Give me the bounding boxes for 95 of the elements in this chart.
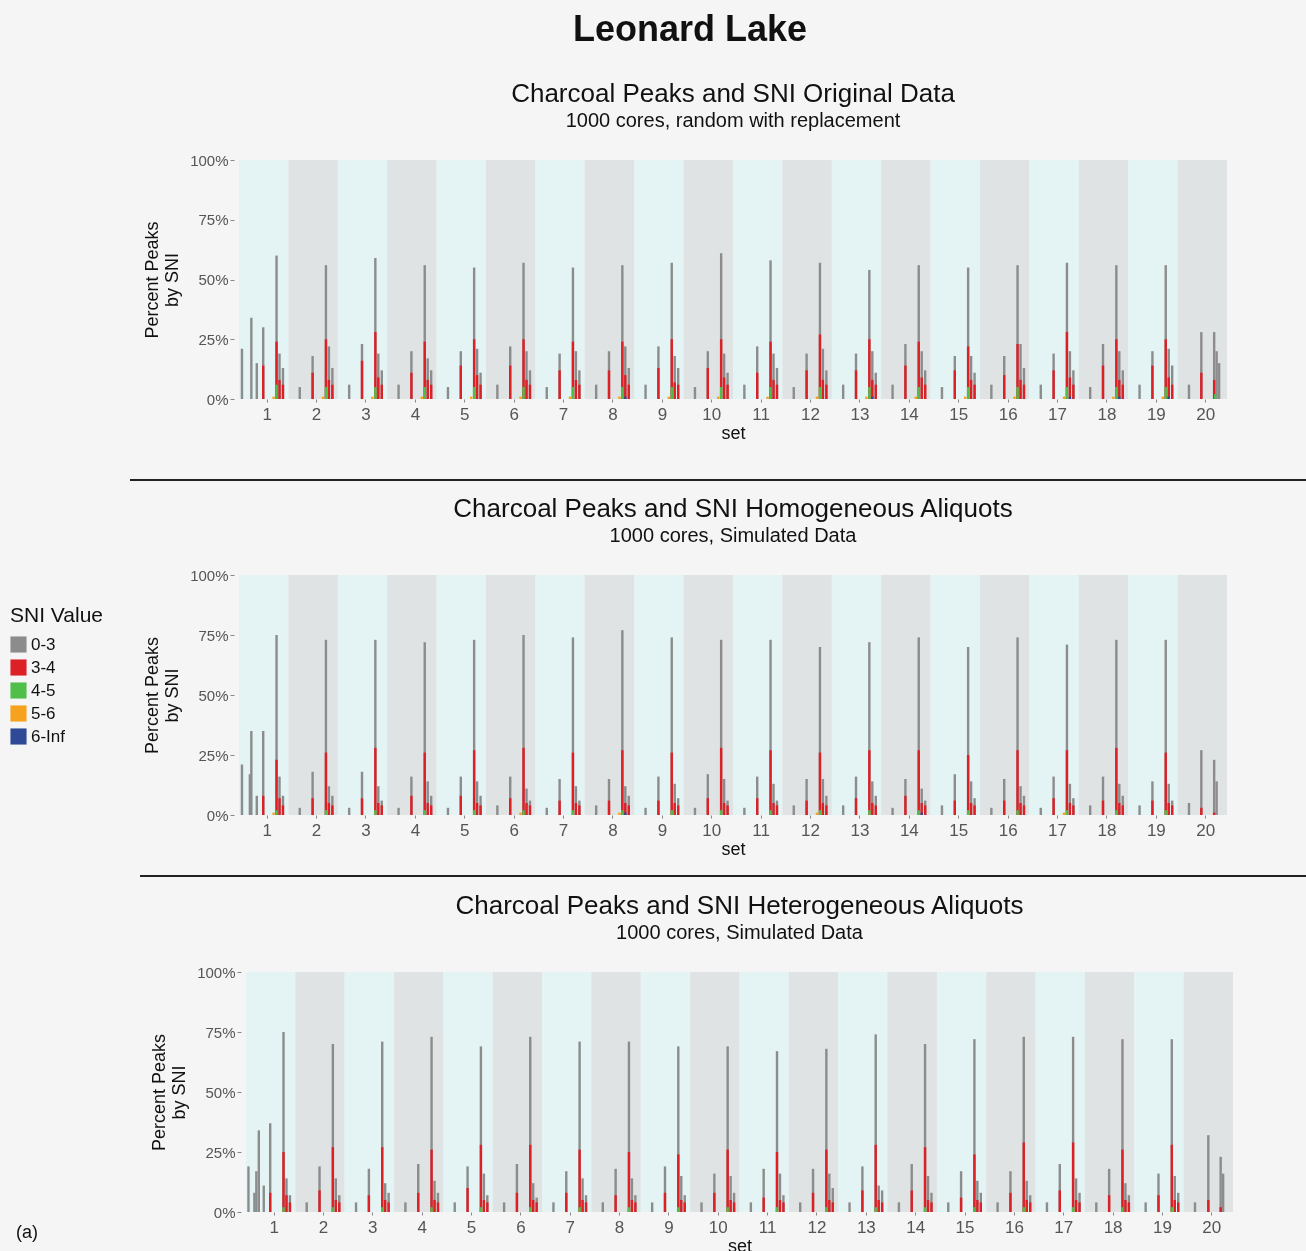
x-tick-label: 1 <box>269 1217 279 1237</box>
x-tick-label: 10 <box>702 820 722 840</box>
chart-title: Charcoal Peaks and SNI Original Data <box>511 78 956 108</box>
x-tick-label: 8 <box>608 404 618 424</box>
y-tick-label: 100% <box>197 963 236 981</box>
legend-label: 4-5 <box>31 680 56 700</box>
legend-label: 0-3 <box>31 634 56 654</box>
chart-title: Charcoal Peaks and SNI Homogeneous Aliquots <box>453 493 1013 523</box>
x-tick-label: 2 <box>311 820 322 840</box>
chart-subtitle: 1000 cores, Simulated Data <box>616 921 864 943</box>
y-tick-label: 50% <box>198 271 229 288</box>
x-tick-label: 14 <box>899 820 919 840</box>
y-axis-title: Percent Peaks by SNI <box>142 221 183 339</box>
y-tick-label: 25% <box>205 1143 236 1161</box>
y-tick-label: 25% <box>198 746 229 764</box>
x-tick-label: 3 <box>361 404 371 424</box>
y-tick-label: 75% <box>198 626 229 644</box>
x-tick-label: 6 <box>509 820 519 840</box>
x-tick-label: 11 <box>758 1217 777 1237</box>
x-tick-label: 11 <box>752 820 770 840</box>
x-tick-label: 20 <box>1196 404 1216 424</box>
x-tick-label: 8 <box>608 820 618 840</box>
x-tick-label: 13 <box>856 1217 876 1237</box>
x-tick-label: 15 <box>949 404 969 424</box>
x-tick-label: 7 <box>558 820 569 840</box>
x-tick-label: 17 <box>1054 1217 1074 1237</box>
y-tick-label: 50% <box>198 686 229 704</box>
x-tick-label: 2 <box>311 404 322 424</box>
x-tick-label: 11 <box>752 404 770 424</box>
y-tick-label: 100% <box>190 151 229 169</box>
x-tick-label: 4 <box>417 1217 427 1237</box>
x-tick-label: 5 <box>466 1217 477 1237</box>
x-tick-label: 18 <box>1097 820 1117 840</box>
legend-label: 5-6 <box>31 703 56 723</box>
x-tick-label: 5 <box>460 820 470 840</box>
x-tick-label: 7 <box>558 404 569 424</box>
x-tick-label: 15 <box>955 1217 975 1237</box>
y-tick-label: 0% <box>213 1203 236 1221</box>
x-tick-label: 3 <box>361 820 371 840</box>
legend-label: 6-Inf <box>31 726 66 746</box>
x-tick-label: 20 <box>1196 820 1216 840</box>
x-tick-label: 4 <box>410 820 421 840</box>
x-tick-label: 1 <box>262 404 272 424</box>
chart-subtitle: 1000 cores, random with replacement <box>565 109 901 131</box>
y-tick-label: 75% <box>205 1023 236 1041</box>
x-tick-label: 3 <box>368 1217 378 1237</box>
y-tick-label: 75% <box>198 211 229 229</box>
x-axis-title: set <box>727 1235 753 1251</box>
x-tick-label: 1 <box>262 820 272 840</box>
x-tick-label: 17 <box>1048 404 1068 424</box>
x-tick-label: 10 <box>708 1217 728 1237</box>
x-tick-label: 9 <box>657 820 668 840</box>
x-tick-label: 13 <box>850 404 870 424</box>
chart-title: Charcoal Peaks and SNI Heterogeneous Aliquots <box>455 890 1024 920</box>
x-tick-label: 12 <box>807 1217 827 1237</box>
x-tick-label: 17 <box>1048 820 1068 840</box>
x-tick-label: 16 <box>998 820 1018 840</box>
x-tick-label: 9 <box>657 404 668 424</box>
x-tick-label: 18 <box>1097 404 1117 424</box>
y-tick-label: 0% <box>206 806 229 824</box>
legend-title: SNI Value <box>10 603 103 626</box>
x-tick-label: 19 <box>1146 404 1166 424</box>
y-tick-label: 50% <box>205 1083 236 1101</box>
x-tick-label: 16 <box>998 404 1018 424</box>
x-tick-label: 10 <box>702 404 722 424</box>
x-tick-label: 6 <box>509 404 519 424</box>
x-tick-label: 14 <box>899 404 919 424</box>
x-tick-label: 15 <box>949 820 969 840</box>
x-tick-label: 6 <box>516 1217 526 1237</box>
text: Leonard Lake <box>572 8 808 50</box>
x-tick-label: 19 <box>1146 820 1166 840</box>
x-tick-label: 7 <box>565 1217 575 1237</box>
x-tick-label: 16 <box>1004 1217 1024 1237</box>
x-tick-label: 4 <box>410 404 421 424</box>
y-axis-title: Percent Peaks by SNI <box>149 1033 190 1152</box>
x-tick-label: 19 <box>1152 1217 1172 1237</box>
x-tick-label: 13 <box>850 820 870 840</box>
x-tick-label: 9 <box>664 1217 674 1237</box>
x-tick-label: 8 <box>614 1217 625 1237</box>
x-tick-label: 12 <box>801 404 821 424</box>
y-tick-label: 100% <box>190 566 229 584</box>
x-tick-label: 20 <box>1202 1217 1222 1237</box>
chart-subtitle: 1000 cores, Simulated Data <box>609 524 858 546</box>
y-tick-label: 0% <box>206 390 229 408</box>
x-tick-label: 12 <box>801 820 821 840</box>
x-tick-label: 18 <box>1103 1217 1123 1237</box>
y-tick-label: 25% <box>198 330 229 348</box>
x-tick-label: 2 <box>318 1217 329 1237</box>
y-axis-title: Percent Peaks by SNI <box>142 636 183 755</box>
text: (a) <box>16 1222 38 1243</box>
x-axis-title: set <box>721 422 746 443</box>
x-tick-label: 14 <box>906 1217 926 1237</box>
legend-label: 3-4 <box>31 657 56 677</box>
x-axis-title: set <box>721 838 746 859</box>
x-tick-label: 5 <box>460 404 470 424</box>
